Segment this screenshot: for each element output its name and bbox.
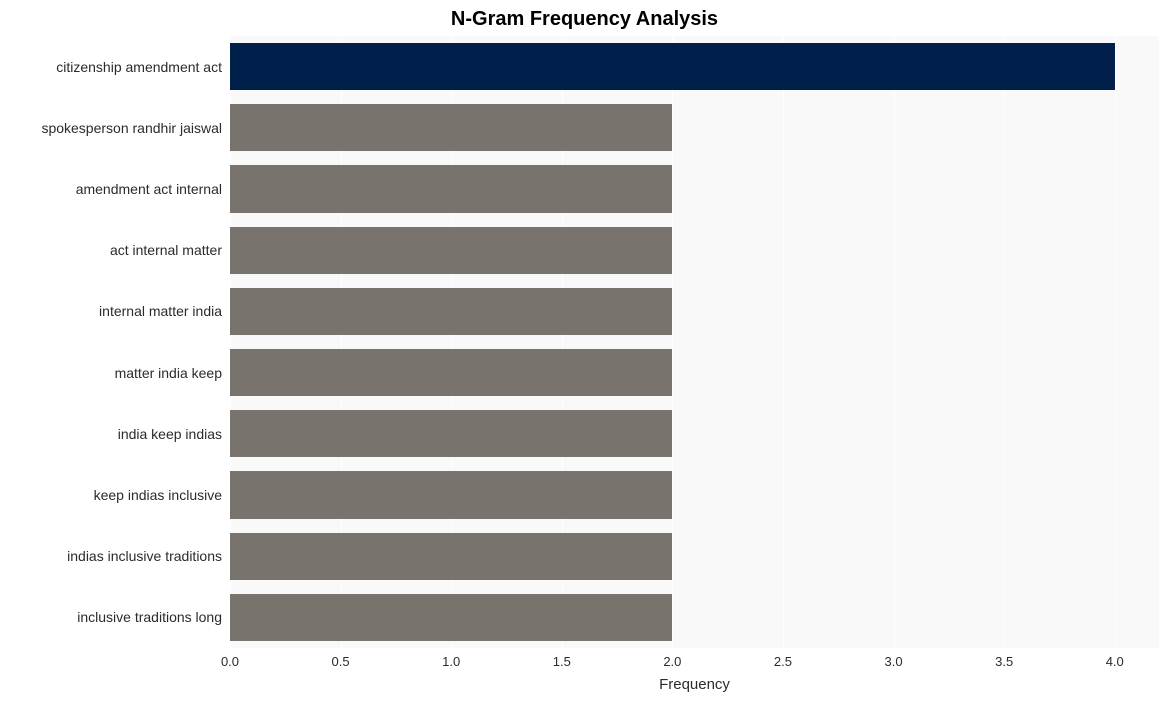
bar [230, 471, 672, 518]
x-tick-label: 1.0 [431, 654, 471, 669]
y-tick-label: keep indias inclusive [2, 488, 222, 502]
bar [230, 227, 672, 274]
y-tick-label: india keep indias [2, 427, 222, 441]
bar [230, 410, 672, 457]
bar [230, 43, 1115, 90]
x-tick-label: 0.0 [210, 654, 250, 669]
plot-area [230, 36, 1159, 648]
x-tick-label: 2.0 [652, 654, 692, 669]
bar [230, 349, 672, 396]
y-tick-label: act internal matter [2, 243, 222, 257]
ngram-frequency-chart: N-Gram Frequency Analysis Frequency citi… [0, 0, 1169, 701]
x-tick-label: 3.5 [984, 654, 1024, 669]
chart-title: N-Gram Frequency Analysis [0, 8, 1169, 31]
x-tick-label: 2.5 [763, 654, 803, 669]
x-tick-label: 1.5 [542, 654, 582, 669]
x-tick-label: 3.0 [874, 654, 914, 669]
x-tick-label: 4.0 [1095, 654, 1135, 669]
x-axis-label: Frequency [230, 676, 1159, 693]
y-tick-label: spokesperson randhir jaiswal [2, 121, 222, 135]
bar [230, 165, 672, 212]
x-tick-label: 0.5 [321, 654, 361, 669]
y-tick-label: matter india keep [2, 366, 222, 380]
bar [230, 288, 672, 335]
gridline [1004, 36, 1005, 648]
gridline [783, 36, 784, 648]
gridline [1115, 36, 1116, 648]
bar [230, 594, 672, 641]
gridline [894, 36, 895, 648]
bar [230, 104, 672, 151]
bar [230, 533, 672, 580]
gridline [672, 36, 673, 648]
y-tick-label: inclusive traditions long [2, 610, 222, 624]
y-tick-label: amendment act internal [2, 182, 222, 196]
y-tick-label: citizenship amendment act [2, 60, 222, 74]
y-tick-label: indias inclusive traditions [2, 549, 222, 563]
y-tick-label: internal matter india [2, 304, 222, 318]
